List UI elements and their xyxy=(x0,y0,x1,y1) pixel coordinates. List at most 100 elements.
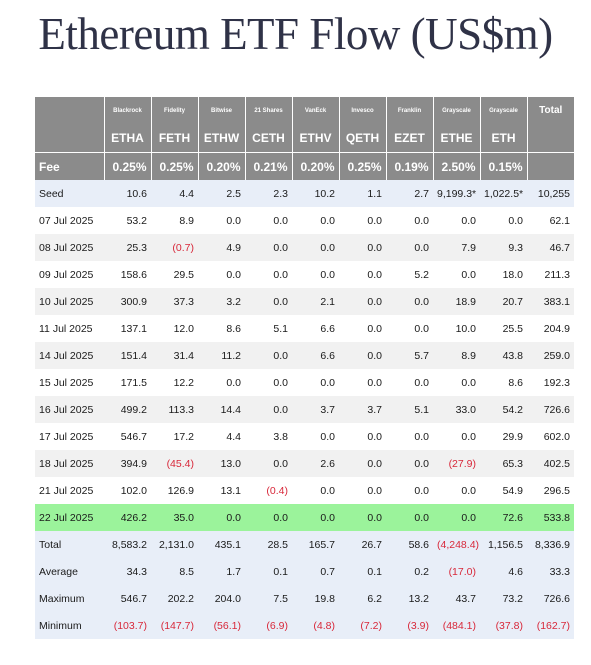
row-label: 07 Jul 2025 xyxy=(35,207,104,234)
total-column-header: Total xyxy=(527,97,574,124)
fee-value: 0.20% xyxy=(198,152,246,180)
summary-row: Average 34.3 8.5 1.7 0.1 0.7 0.1 0.2 (17.0) 4.6 33… xyxy=(35,558,574,585)
table-cell: 2.3 xyxy=(245,180,292,207)
table-cell: 5.1 xyxy=(245,315,292,342)
table-cell: 34.3 xyxy=(104,558,151,585)
table-cell: 2.1 xyxy=(292,288,339,315)
table-cell: 6.6 xyxy=(292,315,339,342)
table-cell: 0.0 xyxy=(339,234,386,261)
table-cell: 546.7 xyxy=(104,585,151,612)
ticker-header-row: ETHA FETH ETHW CETH ETHV QETH EZET ETHE … xyxy=(35,124,574,153)
fee-value: 0.25% xyxy=(151,152,199,180)
table-row: 14 Jul 2025 151.4 31.4 11.2 0.0 6.6 0.0 5.7 8.9 4… xyxy=(35,342,574,369)
table-cell: 20.7 xyxy=(480,288,527,315)
issuer-bitwise: Bitwise xyxy=(198,97,246,124)
table-cell: 0.0 xyxy=(339,504,386,531)
row-label: 09 Jul 2025 xyxy=(35,261,104,288)
ticker-etha: ETHA xyxy=(104,124,152,153)
table-cell: 0.0 xyxy=(386,234,433,261)
table-cell: 1.7 xyxy=(198,558,245,585)
fee-value: 0.25% xyxy=(104,152,152,180)
table-cell: 19.8 xyxy=(292,585,339,612)
table-cell: 0.0 xyxy=(386,504,433,531)
table-cell: 14.4 xyxy=(198,396,245,423)
table-cell: 137.1 xyxy=(104,315,151,342)
row-label: Average xyxy=(35,558,104,585)
table-cell: 5.1 xyxy=(386,396,433,423)
table-cell: 0.0 xyxy=(386,423,433,450)
table-row: 17 Jul 2025 546.7 17.2 4.4 3.8 0.0 0.0 0.0 0.0 29… xyxy=(35,423,574,450)
issuer-vaneck: VanEck xyxy=(292,97,340,124)
row-label: 17 Jul 2025 xyxy=(35,423,104,450)
table-cell: (162.7) xyxy=(527,612,574,639)
table-cell: 53.2 xyxy=(104,207,151,234)
ticker-ceth: CETH xyxy=(245,124,293,153)
table-cell: 0.0 xyxy=(245,369,292,396)
table-cell: 6.2 xyxy=(339,585,386,612)
table-cell: 0.0 xyxy=(433,369,480,396)
table-cell: 0.0 xyxy=(198,207,245,234)
table-row: 09 Jul 2025 158.6 29.5 0.0 0.0 0.0 0.0 5.2 0.0 18… xyxy=(35,261,574,288)
table-cell: 202.2 xyxy=(151,585,198,612)
table-cell: 4.9 xyxy=(198,234,245,261)
table-cell: 602.0 xyxy=(527,423,574,450)
table-cell: 13.1 xyxy=(198,477,245,504)
row-label: Maximum xyxy=(35,585,104,612)
table-cell: 0.0 xyxy=(339,423,386,450)
table-cell: 0.0 xyxy=(198,504,245,531)
table-cell: 126.9 xyxy=(151,477,198,504)
issuer-grayscale-eth: Grayscale xyxy=(480,97,528,124)
table-cell: 113.3 xyxy=(151,396,198,423)
table-cell: 0.0 xyxy=(433,504,480,531)
table-cell: 0.0 xyxy=(386,369,433,396)
table-cell: 26.7 xyxy=(339,531,386,558)
table-cell: 62.1 xyxy=(527,207,574,234)
table-cell: 5.2 xyxy=(386,261,433,288)
table-cell: 2,131.0 xyxy=(151,531,198,558)
row-label: 21 Jul 2025 xyxy=(35,477,104,504)
table-cell: 0.0 xyxy=(198,261,245,288)
row-label: 18 Jul 2025 xyxy=(35,450,104,477)
table-cell: 73.2 xyxy=(480,585,527,612)
fee-value xyxy=(527,152,574,180)
table-cell: 204.9 xyxy=(527,315,574,342)
table-cell: (103.7) xyxy=(104,612,151,639)
table-cell: 7.9 xyxy=(433,234,480,261)
table-cell: 7.5 xyxy=(245,585,292,612)
table-cell: 1,022.5* xyxy=(480,180,527,207)
table-cell: 33.3 xyxy=(527,558,574,585)
fee-value: 0.25% xyxy=(339,152,387,180)
table-cell: 43.7 xyxy=(433,585,480,612)
table-row: 18 Jul 2025 394.9 (45.4) 13.0 0.0 2.6 0.0 0.0 (2… xyxy=(35,450,574,477)
table-cell: 0.0 xyxy=(292,423,339,450)
table-cell: 13.0 xyxy=(198,450,245,477)
table-cell: 2.6 xyxy=(292,450,339,477)
ticker-ethw: ETHW xyxy=(198,124,246,153)
table-cell: (6.9) xyxy=(245,612,292,639)
table-cell: (17.0) xyxy=(433,558,480,585)
table-cell: 0.0 xyxy=(339,342,386,369)
ticker-eth: ETH xyxy=(480,124,528,153)
fee-value: 0.15% xyxy=(480,152,528,180)
table-cell: 0.0 xyxy=(245,450,292,477)
table-cell: 8.9 xyxy=(433,342,480,369)
table-cell: 12.2 xyxy=(151,369,198,396)
issuer-invesco: Invesco xyxy=(339,97,387,124)
table-cell: 0.0 xyxy=(339,477,386,504)
fee-value: 0.19% xyxy=(386,152,434,180)
table-cell: 0.0 xyxy=(386,477,433,504)
table-cell: 296.5 xyxy=(527,477,574,504)
table-row: 11 Jul 2025 137.1 12.0 8.6 5.1 6.6 0.0 0.0 10.0 2… xyxy=(35,315,574,342)
fee-row: Fee 0.25% 0.25% 0.20% 0.21% 0.20% 0.25% … xyxy=(35,152,574,180)
table-cell: 383.1 xyxy=(527,288,574,315)
fee-label: Fee xyxy=(35,152,105,180)
issuer-fidelity: Fidelity xyxy=(151,97,199,124)
table-cell: 18.0 xyxy=(480,261,527,288)
table-cell: 8,336.9 xyxy=(527,531,574,558)
table-cell: 204.0 xyxy=(198,585,245,612)
table-cell: (56.1) xyxy=(198,612,245,639)
table-cell: 29.9 xyxy=(480,423,527,450)
table-cell: 0.0 xyxy=(433,261,480,288)
fee-value: 0.21% xyxy=(245,152,293,180)
table-cell: 0.0 xyxy=(433,477,480,504)
